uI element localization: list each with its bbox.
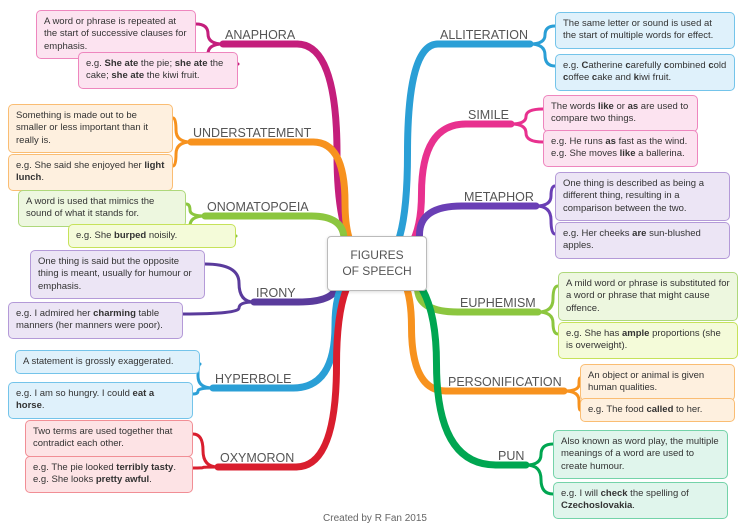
alliteration-ex: e.g. Catherine carefully combined cold c… [555,54,735,91]
alliteration-def: The same letter or sound is used at the … [555,12,735,49]
oxymoron-ex: e.g. The pie looked terribly tasty. e.g.… [25,456,193,493]
onomatopoeia-def: A word is used that mimics the sound of … [18,190,186,227]
center-node: FIGURESOF SPEECH [327,236,427,291]
pun-ex: e.g. I will check the spelling of Czecho… [553,482,728,519]
hyperbole-def: A statement is grossly exaggerated. [15,350,200,374]
oxymoron-def: Two terms are used together that contrad… [25,420,193,457]
hyperbole-label: HYPERBOLE [215,372,291,386]
anaphora-label: ANAPHORA [225,28,295,42]
personification-def: An object or animal is given human quali… [580,364,735,401]
irony-label: IRONY [256,286,296,300]
onomatopoeia-ex: e.g. She burped noisily. [68,224,236,248]
simile-def: The words like or as are used to compare… [543,95,698,132]
irony-def: One thing is said but the opposite thing… [30,250,205,299]
onomatopoeia-label: ONOMATOPOEIA [207,200,309,214]
personification-label: PERSONIFICATION [448,375,562,389]
understatement-label: UNDERSTATEMENT [193,126,311,140]
oxymoron-label: OXYMORON [220,451,294,465]
understatement-ex: e.g. She said she enjoyed her light lunc… [8,154,173,191]
simile-label: SIMILE [468,108,509,122]
pun-def: Also known as word play, the multiple me… [553,430,728,479]
simile-ex: e.g. He runs as fast as the wind. e.g. S… [543,130,698,167]
euphemism-def: A mild word or phrase is substituted for… [558,272,738,321]
pun-label: PUN [498,449,524,463]
center-title: FIGURESOF SPEECH [342,248,411,279]
metaphor-label: METAPHOR [464,190,534,204]
metaphor-ex: e.g. Her cheeks are sun-blushed apples. [555,222,730,259]
irony-ex: e.g. I admired her charming table manner… [8,302,183,339]
hyperbole-ex: e.g. I am so hungry. I could eat a horse… [8,382,193,419]
alliteration-label: ALLITERATION [440,28,528,42]
understatement-def: Something is made out to be smaller or l… [8,104,173,153]
euphemism-ex: e.g. She has ample proportions (she is o… [558,322,738,359]
euphemism-label: EUPHEMISM [460,296,536,310]
metaphor-def: One thing is described as being a differ… [555,172,730,221]
personification-ex: e.g. The food called to her. [580,398,735,422]
anaphora-ex: e.g. She ate the pie; she ate the cake; … [78,52,238,89]
